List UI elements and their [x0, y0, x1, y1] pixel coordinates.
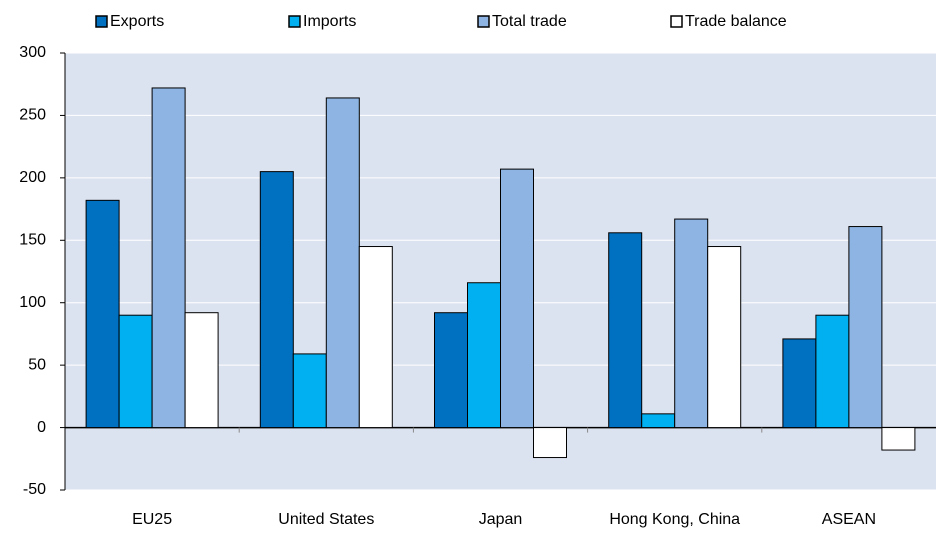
bar	[325, 97, 360, 429]
bar	[608, 232, 643, 429]
bar	[641, 413, 676, 429]
y-tick-label: 200	[19, 169, 46, 186]
bar	[184, 312, 219, 429]
x-tick-label: United States	[278, 511, 374, 528]
legend-swatch	[95, 15, 108, 28]
bar	[85, 199, 120, 429]
y-tick-label: 150	[19, 232, 46, 249]
bar	[533, 427, 567, 459]
bar	[358, 246, 393, 429]
y-tick-label: 300	[19, 44, 46, 61]
bar	[292, 353, 327, 429]
legend-swatch	[477, 15, 490, 28]
bar	[259, 171, 294, 429]
bar	[500, 168, 534, 429]
bar	[118, 314, 153, 429]
legend-swatch	[288, 15, 301, 28]
bar	[467, 282, 501, 429]
bar	[151, 87, 186, 429]
bar	[434, 312, 468, 429]
bar	[782, 338, 817, 429]
bar	[881, 427, 916, 451]
legend-label: Total trade	[492, 13, 567, 30]
bar	[674, 218, 709, 429]
legend-label: Imports	[303, 13, 356, 30]
x-tick-label: Japan	[479, 511, 523, 528]
bar	[848, 226, 883, 429]
legend-label: Trade balance	[685, 13, 787, 30]
y-tick-label: 0	[37, 419, 46, 436]
x-tick-label: ASEAN	[822, 511, 876, 528]
x-tick-label: Hong Kong, China	[609, 511, 740, 528]
legend-swatch	[670, 15, 683, 28]
y-tick-label: 50	[28, 356, 46, 373]
bar	[815, 314, 850, 429]
legend-label: Exports	[110, 13, 164, 30]
x-tick-label: EU25	[132, 511, 172, 528]
y-tick-label: -50	[23, 481, 46, 498]
y-tick-label: 100	[19, 294, 46, 311]
bar	[707, 246, 742, 429]
y-tick-label: 250	[19, 107, 46, 124]
